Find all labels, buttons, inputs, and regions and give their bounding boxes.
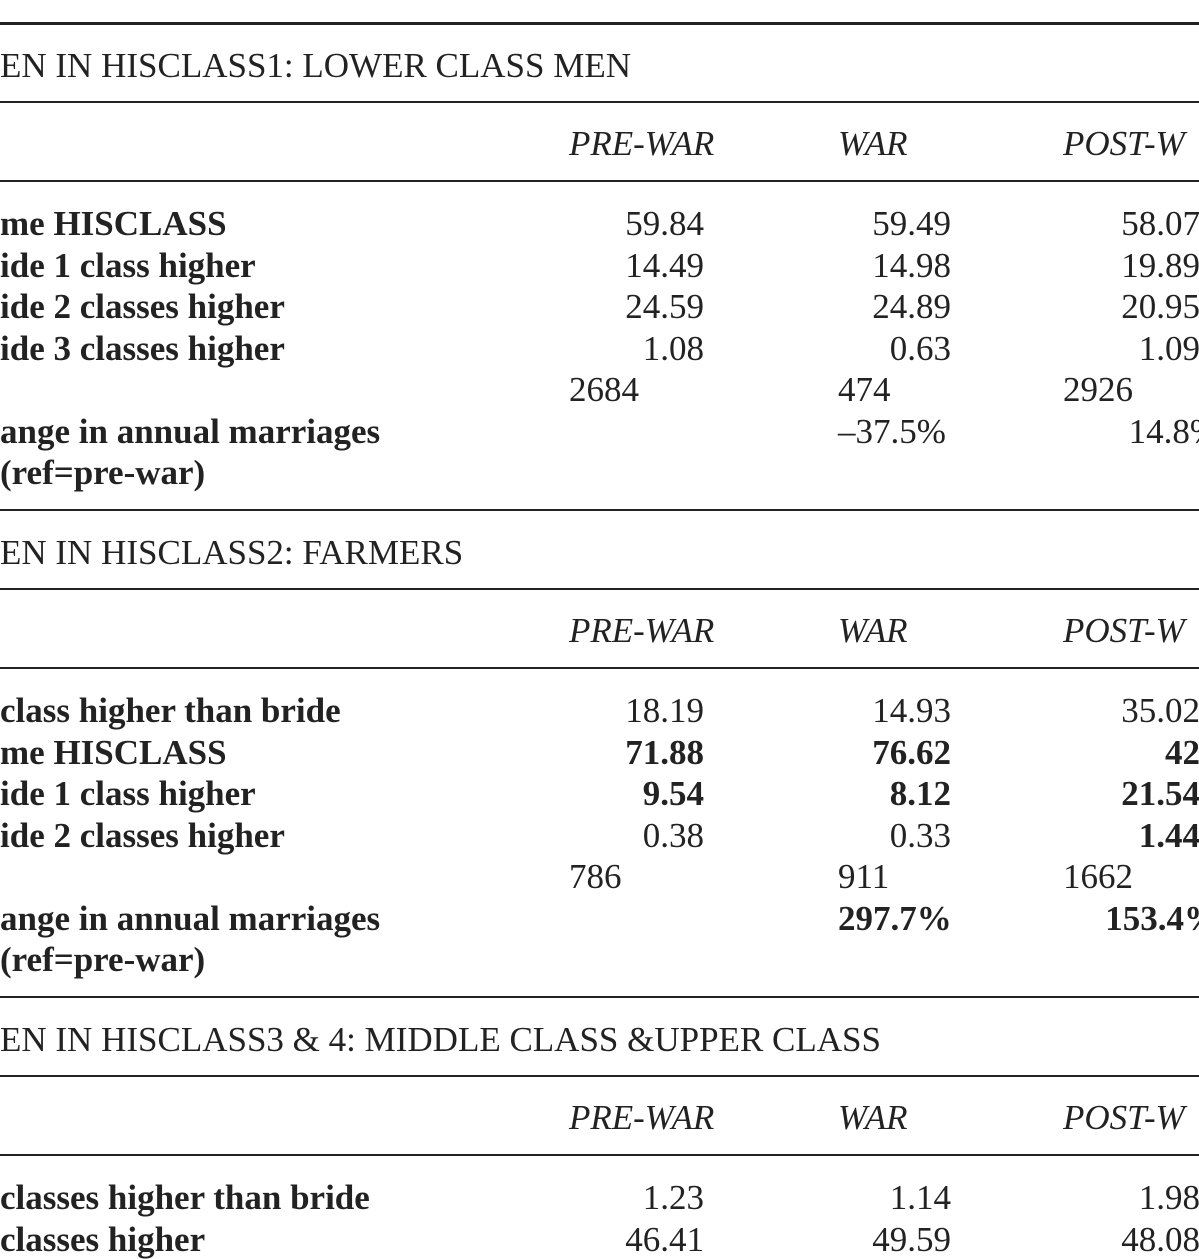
column-header: POST-W — [1063, 1098, 1185, 1137]
row-label: ide 2 classes higher — [0, 815, 285, 855]
section-top-rule — [0, 509, 1199, 511]
cell-value: 46.41 — [625, 1219, 704, 1259]
column-header-rule — [0, 667, 1199, 669]
row-label: ide 1 class higher — [0, 774, 256, 813]
cell-value: 59.84 — [625, 204, 704, 243]
row-label: ide 1 class higher — [0, 245, 256, 285]
cell-value: 9.54 — [642, 774, 704, 813]
row-label: me HISCLASS — [0, 204, 227, 243]
row-label: ide 3 classes higher — [0, 328, 285, 368]
section-title: EN IN HISCLASS3 & 4: MIDDLE CLASS &UPPER… — [0, 1020, 881, 1059]
cell-value: 1.44 — [1138, 815, 1199, 855]
cell-value: 76.62 — [872, 732, 951, 772]
cell-value: 49.59 — [872, 1219, 951, 1259]
cell-value: 18.19 — [625, 691, 704, 730]
column-header: WAR — [838, 1098, 908, 1137]
cell-value: –37.5% — [838, 411, 946, 451]
row-label: ide 2 classes higher — [0, 287, 285, 326]
cell-value: 2926 — [1063, 370, 1133, 409]
section-top-rule — [0, 22, 1199, 25]
column-header: PRE-WAR — [569, 1098, 715, 1137]
cell-value: 1.09 — [1138, 328, 1199, 368]
cell-value: 1.23 — [642, 1178, 704, 1217]
cell-value: 24.89 — [872, 287, 951, 326]
cell-value: 21.54 — [1121, 774, 1199, 813]
column-header-rule — [0, 1154, 1199, 1156]
cell-value: 1662 — [1063, 857, 1133, 896]
row-label: ange in annual marriages — [0, 411, 381, 451]
cell-value: 2684 — [569, 370, 639, 409]
cell-value: 0.63 — [889, 328, 951, 368]
column-header: PRE-WAR — [569, 124, 715, 163]
cell-value: 14.98 — [872, 245, 951, 285]
cell-value: 35.02 — [1121, 691, 1199, 730]
row-label: class higher than bride — [0, 691, 341, 730]
column-header-rule — [0, 180, 1199, 182]
section-top-rule — [0, 996, 1199, 998]
cell-value: 0.33 — [889, 815, 951, 855]
cell-value: 58.07 — [1121, 204, 1199, 243]
cell-value: 1.08 — [642, 328, 704, 368]
column-header: WAR — [838, 124, 908, 163]
cell-value: 786 — [569, 857, 622, 896]
cell-value: 20.95 — [1121, 287, 1199, 326]
cell-value: 48.08 — [1121, 1219, 1199, 1259]
cell-value: 24.59 — [625, 287, 704, 326]
section-title-rule — [0, 588, 1199, 590]
row-label: me HISCLASS — [0, 732, 227, 772]
section-title: EN IN HISCLASS2: FARMERS — [0, 533, 464, 572]
cell-value: 474 — [838, 370, 891, 409]
cell-value: 8.12 — [889, 774, 951, 813]
cell-value: 911 — [838, 857, 890, 896]
cell-value: 297.7% — [838, 898, 952, 938]
cell-value: 153.4% — [1105, 898, 1199, 938]
row-label: (ref=pre-war) — [0, 453, 206, 492]
section-title: EN IN HISCLASS1: LOWER CLASS MEN — [0, 46, 632, 85]
cell-value: 71.88 — [625, 732, 704, 772]
column-header: PRE-WAR — [569, 611, 715, 650]
cell-value: 14.49 — [625, 245, 704, 285]
column-header: POST-W — [1063, 611, 1185, 650]
cell-value: 14.93 — [872, 691, 951, 730]
column-header: WAR — [838, 611, 908, 650]
cell-value: 0.38 — [642, 815, 704, 855]
row-label: classes higher — [0, 1219, 206, 1259]
row-label: ange in annual marriages — [0, 898, 381, 938]
column-header: POST-W — [1063, 124, 1185, 163]
cell-value: 14.8% — [1128, 411, 1199, 451]
cell-value: 59.49 — [872, 204, 951, 243]
cell-value: 1.98 — [1138, 1178, 1199, 1217]
row-label: (ref=pre-war) — [0, 940, 206, 979]
section-title-rule — [0, 101, 1199, 103]
cell-value: 42 — [1165, 732, 1199, 772]
row-label: classes higher than bride — [0, 1178, 370, 1217]
section-title-rule — [0, 1075, 1199, 1077]
cell-value: 19.89 — [1121, 245, 1199, 285]
cell-value: 1.14 — [889, 1178, 951, 1217]
